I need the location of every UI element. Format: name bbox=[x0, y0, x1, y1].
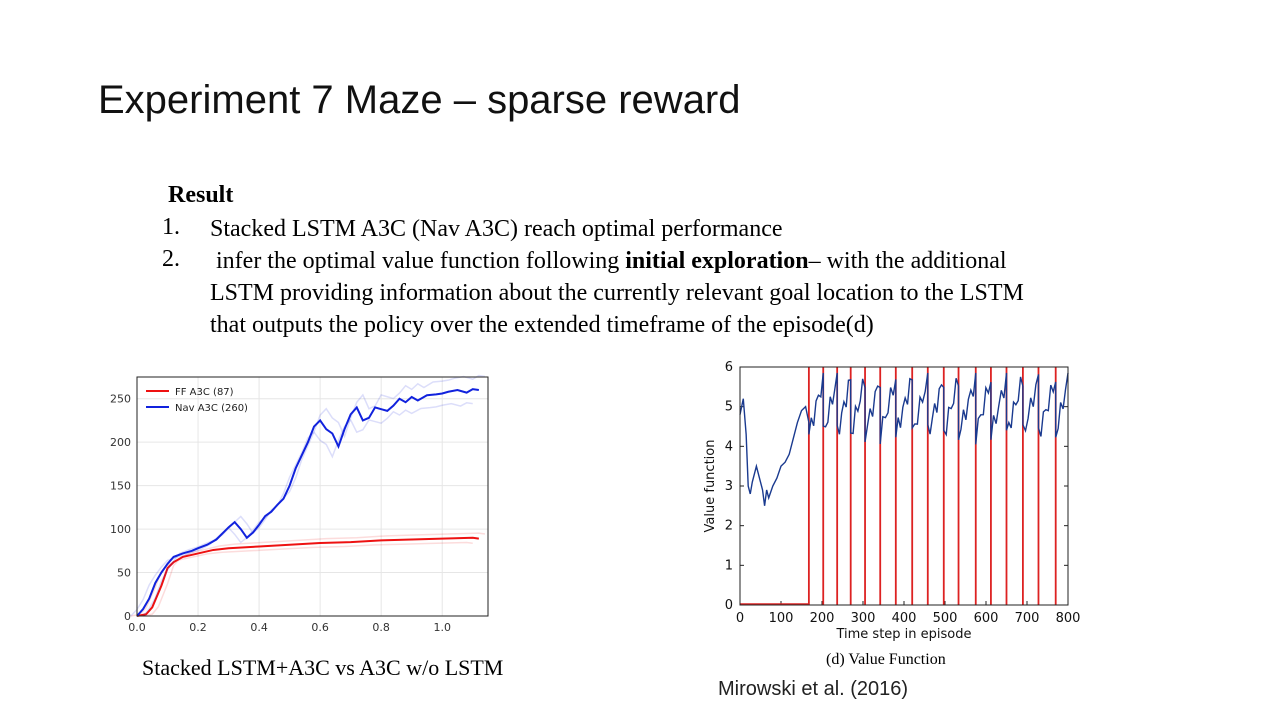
x-tick-label: 100 bbox=[769, 611, 794, 626]
list-item-2-line-1: infer the optimal value function followi… bbox=[210, 245, 1007, 277]
series-line-ff-a3c bbox=[136, 536, 479, 617]
x-tick-label: 500 bbox=[933, 611, 958, 626]
x-tick-label: 0.4 bbox=[250, 621, 268, 634]
series-variance-line bbox=[142, 374, 486, 617]
citation: Mirowski et al. (2016) bbox=[718, 678, 909, 700]
list-item-2-text: infer the optimal value function followi… bbox=[210, 248, 626, 274]
x-tick-label: 200 bbox=[810, 611, 835, 626]
legend-entry: Nav A3C (260) bbox=[175, 403, 248, 414]
x-tick-label: 800 bbox=[1056, 611, 1081, 626]
legend-entry: FF A3C (87) bbox=[175, 387, 234, 398]
list-item-2-line-3: that outputs the policy over the extende… bbox=[210, 312, 874, 338]
series-line-nav-a3c bbox=[136, 388, 479, 617]
y-tick-label: 200 bbox=[110, 436, 131, 449]
left-chart-caption: Stacked LSTM+A3C vs A3C w/o LSTM bbox=[142, 655, 504, 680]
x-tick-label: 0.6 bbox=[311, 621, 329, 634]
y-axis-label: Value function bbox=[703, 440, 718, 533]
x-tick-label: 400 bbox=[892, 611, 917, 626]
y-tick-label: 1 bbox=[725, 558, 733, 573]
performance-chart: 0.0 0.2 0.4 0.6 0.8 1.0 0 50 100 150 200 250 FF A3C … bbox=[110, 374, 489, 634]
right-chart-caption: (d) Value Function bbox=[826, 651, 946, 668]
x-tick-label: 300 bbox=[851, 611, 876, 626]
y-tick-label: 150 bbox=[110, 480, 131, 493]
series-variance-line bbox=[130, 541, 473, 617]
y-tick-label: 250 bbox=[110, 393, 131, 406]
y-tick-label: 100 bbox=[110, 523, 131, 536]
list-item-1: Stacked LSTM A3C (Nav A3C) reach optimal… bbox=[210, 216, 783, 242]
result-heading: Result bbox=[168, 182, 234, 208]
slide-title: Experiment 7 Maze – sparse reward bbox=[98, 78, 741, 122]
y-tick-label: 2 bbox=[725, 519, 733, 534]
list-number-1: 1. bbox=[162, 214, 180, 240]
plot-background bbox=[137, 377, 488, 616]
x-tick-label: 0 bbox=[736, 611, 744, 626]
list-item-2-bold: initial exploration bbox=[625, 248, 809, 274]
plot-frame bbox=[136, 376, 489, 617]
list-number-2: 2. bbox=[162, 246, 180, 272]
y-tick-label: 0 bbox=[725, 598, 733, 613]
list-item-2-text-after: – with the additional bbox=[808, 248, 1007, 274]
x-tick-label: 0.2 bbox=[189, 621, 207, 634]
x-tick-label: 1.0 bbox=[433, 621, 451, 634]
x-tick-label: 0.8 bbox=[372, 621, 390, 634]
y-tick-label: 5 bbox=[725, 400, 733, 415]
x-axis-label: Time step in episode bbox=[835, 627, 971, 642]
y-tick-label: 50 bbox=[117, 567, 131, 580]
series-variance-line bbox=[142, 532, 486, 617]
plot-frame bbox=[739, 366, 1069, 606]
y-tick-label: 4 bbox=[725, 439, 733, 454]
value-function-line bbox=[739, 372, 1069, 506]
x-tick-label: 700 bbox=[1015, 611, 1040, 626]
y-tick-label: 6 bbox=[725, 360, 733, 375]
value-function-chart: 0 100 200 300 400 500 600 700 800 0 1 2 3 4 5 6 Time ste… bbox=[703, 360, 1081, 642]
x-tick-label: 0.0 bbox=[128, 621, 146, 634]
series-variance-line bbox=[130, 402, 473, 617]
y-tick-label: 3 bbox=[725, 479, 733, 494]
list-item-2-line-2: LSTM providing information about the cur… bbox=[210, 280, 1024, 306]
y-tick-label: 0 bbox=[124, 610, 131, 623]
x-tick-label: 600 bbox=[974, 611, 999, 626]
